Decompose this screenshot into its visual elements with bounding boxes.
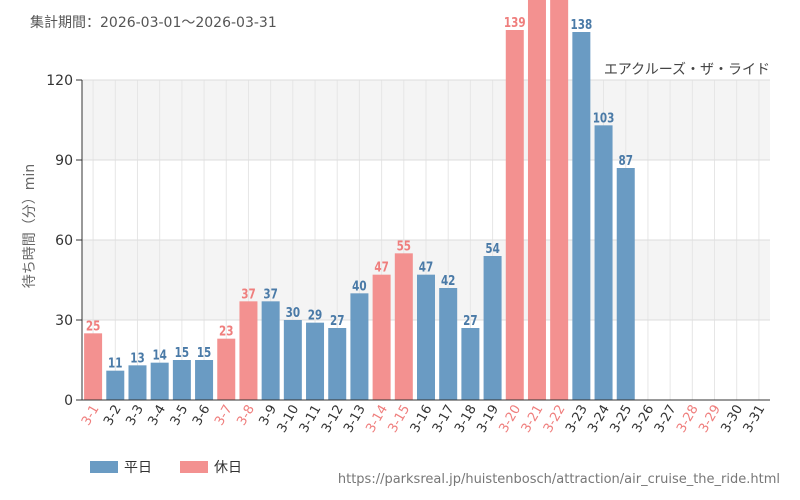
- bar-3-21: [527, 0, 546, 400]
- bar-3-4: [150, 362, 169, 400]
- legend-item-holiday: 休日: [180, 457, 242, 477]
- bar-3-25: [616, 168, 635, 400]
- bar-value-label-3-4: 14: [152, 348, 166, 363]
- x-tick-label-3-25: 3-25: [607, 403, 635, 436]
- bar-value-label-3-18: 27: [463, 313, 477, 328]
- bar-3-7: [217, 338, 236, 400]
- bar-value-label-3-5: 15: [175, 345, 189, 360]
- y-tick-label: 90: [55, 153, 73, 169]
- bar-value-label-3-15: 55: [397, 238, 411, 253]
- bar-value-label-3-6: 15: [197, 345, 211, 360]
- bar-3-2: [106, 370, 125, 400]
- bar-3-9: [261, 301, 280, 400]
- legend-swatch-holiday: [180, 461, 208, 473]
- x-tick-label-3-11: 3-11: [297, 403, 325, 436]
- source-url: https://parksreal.jp/huistenbosch/attrac…: [337, 472, 780, 487]
- bar-value-label-3-12: 27: [330, 313, 344, 328]
- legend-item-weekday: 平日: [90, 457, 152, 477]
- bar-3-16: [417, 274, 435, 400]
- x-tick-label-3-3: 3-3: [123, 403, 147, 429]
- x-tick-label-3-31: 3-31: [741, 403, 769, 436]
- x-tick-label-3-21: 3-21: [519, 403, 547, 436]
- bar-3-3: [128, 365, 147, 400]
- x-tick-label-3-7: 3-7: [212, 403, 236, 429]
- bar-3-23: [572, 32, 591, 400]
- x-tick-label-3-27: 3-27: [652, 403, 680, 436]
- x-tick-label-3-29: 3-29: [696, 403, 724, 436]
- x-tick-label-3-15: 3-15: [386, 403, 414, 436]
- bar-value-label-3-14: 47: [374, 260, 388, 275]
- x-tick-label-3-2: 3-2: [101, 403, 125, 429]
- x-tick-label-3-12: 3-12: [319, 403, 347, 436]
- bar-value-label-3-17: 42: [441, 273, 455, 288]
- bar-3-8: [239, 301, 258, 400]
- bar-3-19: [483, 256, 502, 400]
- x-tick-label-3-19: 3-19: [474, 403, 502, 436]
- bar-value-label-3-10: 30: [286, 305, 300, 320]
- x-tick-label-3-5: 3-5: [168, 403, 192, 429]
- bar-value-label-3-13: 40: [352, 278, 366, 293]
- legend-label-holiday: 休日: [214, 460, 242, 476]
- x-tick-label-3-23: 3-23: [563, 403, 591, 436]
- x-tick-label-3-22: 3-22: [541, 403, 569, 436]
- bar-value-label-3-1: 25: [86, 318, 100, 333]
- x-tick-label-3-16: 3-16: [408, 403, 436, 436]
- x-tick-label-3-10: 3-10: [275, 403, 303, 436]
- bar-value-label-3-2: 11: [108, 356, 122, 371]
- bar-3-13: [350, 293, 369, 400]
- bar-value-label-3-24: 103: [593, 110, 615, 125]
- y-tick-label: 60: [55, 233, 73, 249]
- x-tick-label-3-26: 3-26: [630, 403, 658, 436]
- bar-value-label-3-23: 138: [571, 17, 593, 32]
- x-tick-label-3-20: 3-20: [496, 403, 524, 436]
- bar-3-5: [172, 360, 191, 400]
- bar-3-17: [439, 288, 458, 400]
- y-tick-label: 120: [46, 73, 73, 89]
- bar-3-20: [505, 30, 524, 400]
- x-tick-label-3-6: 3-6: [190, 403, 214, 429]
- bar-value-label-3-3: 13: [130, 350, 144, 365]
- x-tick-label-3-14: 3-14: [363, 403, 391, 436]
- x-tick-label-3-18: 3-18: [452, 403, 480, 436]
- x-tick-label-3-8: 3-8: [234, 403, 258, 429]
- chart-title: エアクルーズ・ザ・ライド: [604, 62, 770, 78]
- x-tick-label-3-1: 3-1: [79, 403, 103, 429]
- bar-value-label-3-9: 37: [263, 286, 277, 301]
- x-tick-label-3-30: 3-30: [718, 403, 746, 436]
- y-tick-label: 30: [55, 313, 73, 329]
- y-tick-label: 0: [64, 393, 73, 409]
- legend-swatch-weekday: [90, 461, 118, 473]
- bar-3-14: [372, 274, 391, 400]
- x-tick-label-3-17: 3-17: [430, 403, 458, 436]
- bar-value-label-3-8: 37: [241, 286, 255, 301]
- bar-value-label-3-19: 54: [485, 241, 499, 256]
- bar-3-24: [594, 125, 613, 400]
- bar-3-10: [283, 320, 302, 400]
- bar-value-label-3-7: 23: [219, 324, 233, 339]
- y-axis-label: 待ち時間（分）min: [22, 164, 38, 288]
- x-tick-label-3-13: 3-13: [341, 403, 369, 436]
- bar-3-18: [461, 328, 480, 400]
- legend-label-weekday: 平日: [124, 460, 152, 476]
- bar-3-15: [394, 253, 413, 400]
- bar-3-12: [328, 328, 347, 400]
- bar-3-1: [84, 333, 103, 400]
- bar-value-label-3-11: 29: [308, 308, 322, 323]
- x-tick-label-3-4: 3-4: [146, 403, 170, 429]
- x-tick-label-3-24: 3-24: [585, 403, 613, 436]
- bar-value-label-3-20: 139: [504, 15, 526, 30]
- bar-value-label-3-25: 87: [619, 153, 633, 168]
- bar-3-6: [195, 360, 214, 400]
- bar-value-label-3-16: 47: [419, 260, 433, 275]
- period-label: 集計期間：2026-03-01～2026-03-31: [30, 15, 277, 31]
- legend: 平日 休日: [90, 457, 242, 477]
- x-tick-label-3-28: 3-28: [674, 403, 702, 436]
- bar-3-11: [306, 322, 325, 400]
- bar-3-22: [550, 0, 569, 400]
